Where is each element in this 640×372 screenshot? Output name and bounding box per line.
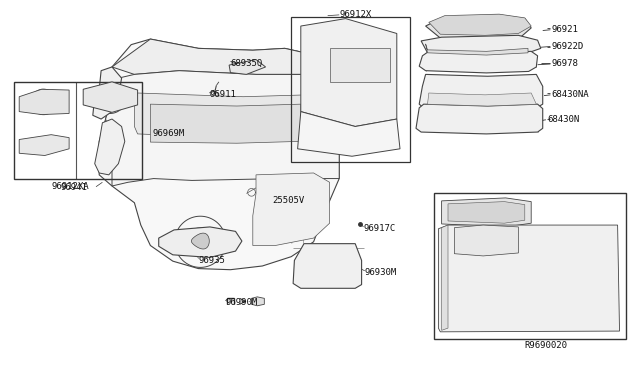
Polygon shape: [426, 15, 531, 42]
Polygon shape: [298, 112, 400, 156]
Polygon shape: [293, 244, 362, 288]
Text: 96978: 96978: [552, 60, 579, 68]
Text: R9690020: R9690020: [525, 341, 568, 350]
Bar: [291, 17, 410, 162]
Polygon shape: [438, 225, 620, 332]
Polygon shape: [252, 297, 264, 306]
Polygon shape: [150, 104, 301, 143]
Polygon shape: [229, 60, 266, 74]
Text: 96921: 96921: [552, 25, 579, 34]
Text: 96941: 96941: [60, 183, 87, 192]
Polygon shape: [99, 39, 339, 270]
Polygon shape: [442, 225, 448, 330]
Text: 96911: 96911: [209, 90, 236, 99]
Polygon shape: [426, 44, 528, 55]
Polygon shape: [83, 82, 138, 112]
Text: 96922D: 96922D: [552, 42, 584, 51]
Text: 96912XA: 96912XA: [52, 182, 90, 191]
Text: 96969M: 96969M: [152, 129, 184, 138]
Text: 96930M: 96930M: [365, 268, 397, 277]
Polygon shape: [106, 58, 339, 186]
Polygon shape: [429, 14, 531, 35]
Polygon shape: [134, 93, 326, 138]
Polygon shape: [419, 51, 538, 73]
Polygon shape: [112, 39, 326, 74]
Polygon shape: [448, 202, 525, 223]
Polygon shape: [330, 48, 390, 82]
Polygon shape: [19, 89, 69, 115]
Text: 96935: 96935: [198, 256, 225, 265]
Polygon shape: [95, 119, 125, 175]
Bar: [14, 82, 142, 179]
Polygon shape: [159, 227, 242, 257]
Text: 68430N: 68430N: [547, 115, 579, 124]
Text: 68935Q: 68935Q: [230, 59, 262, 68]
Polygon shape: [442, 198, 531, 227]
Text: 96990M: 96990M: [225, 298, 257, 307]
Polygon shape: [416, 104, 543, 134]
Bar: [434, 193, 626, 339]
Text: 96912X: 96912X: [339, 10, 371, 19]
Polygon shape: [93, 67, 122, 119]
Polygon shape: [191, 233, 209, 249]
Polygon shape: [454, 225, 518, 256]
Polygon shape: [19, 135, 69, 155]
Polygon shape: [421, 35, 541, 55]
Text: 25505V: 25505V: [272, 196, 304, 205]
Text: 96917C: 96917C: [364, 224, 396, 233]
Polygon shape: [253, 173, 330, 246]
Text: 68430NA: 68430NA: [552, 90, 589, 99]
Polygon shape: [301, 19, 397, 126]
Polygon shape: [419, 74, 543, 110]
Polygon shape: [428, 93, 536, 106]
